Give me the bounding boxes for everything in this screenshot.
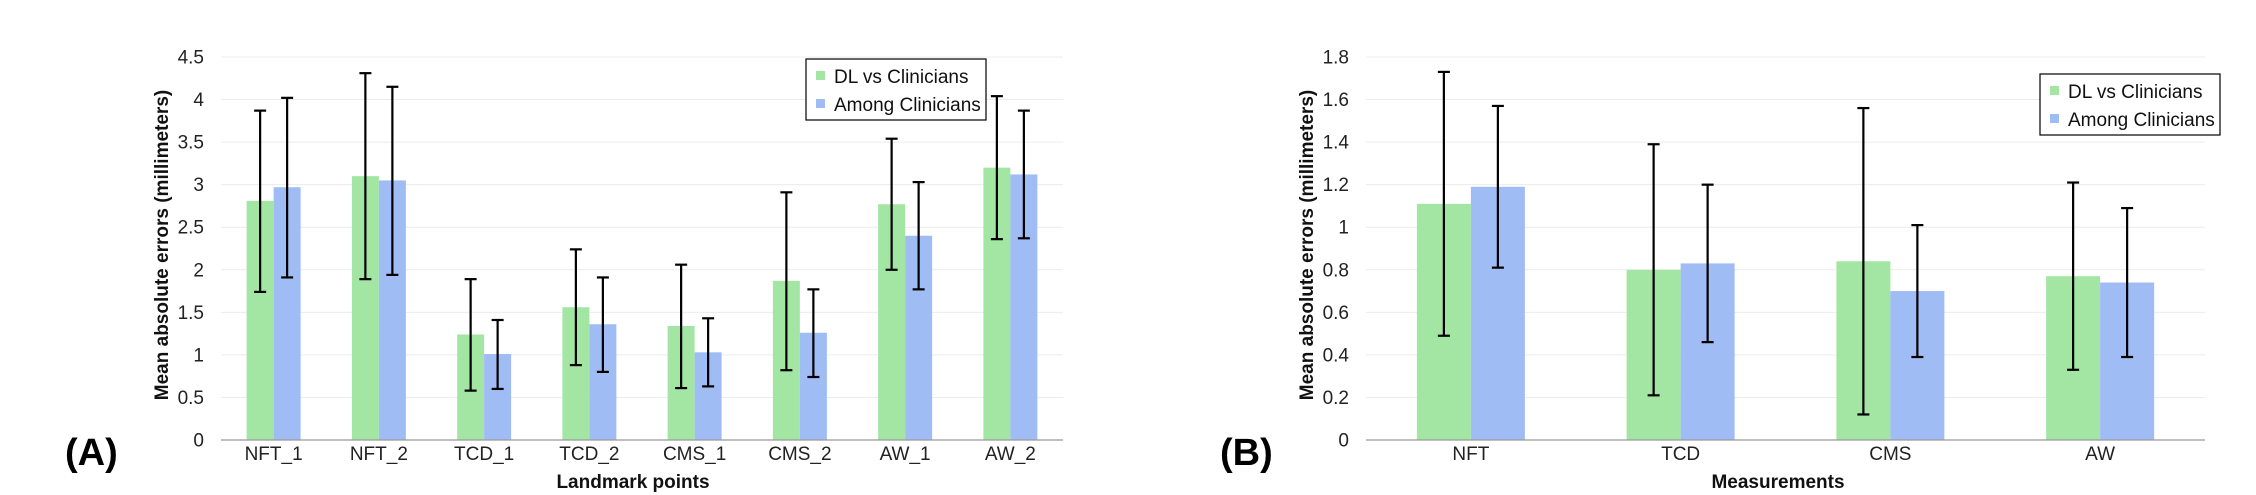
panel-b-y-tick-label: 0.4	[1323, 345, 1350, 366]
panel-a-error-bar-dl-aw_2	[990, 95, 1003, 241]
panel-b-error-bar-among-aw	[2121, 206, 2134, 359]
panel-b-y-tick-label: 1.8	[1323, 48, 1349, 69]
panel-a-y-tick-label: 1.5	[178, 303, 204, 324]
panel-b-x-tick-label: AW	[2085, 444, 2115, 465]
panel-a-error-bar-dl-nft_2	[359, 72, 372, 281]
panel-a-legend-swatch-among	[816, 99, 825, 108]
panel-a-x-tick-label: AW_2	[985, 444, 1036, 465]
panel-a-y-tick-label: 1	[193, 345, 204, 366]
panel-b-x-axis-title: Measurements	[1711, 472, 1844, 493]
panel-b-legend-label-among: Among Clinicians	[2068, 110, 2215, 131]
panel-b-error-bar-among-tcd	[1701, 183, 1714, 344]
panel-a-error-bar-among-tcd_2	[596, 276, 609, 374]
panel-a-x-tick-label: AW_1	[880, 444, 931, 465]
panel-b-legend-box	[2039, 73, 2221, 136]
panel-a-error-bar-dl-aw_1	[885, 137, 898, 271]
panel-b-y-tick-label: 1.4	[1323, 133, 1350, 154]
panel-a-y-tick-label: 4.5	[178, 48, 204, 69]
panel-a-x-tick-label: CMS_1	[663, 444, 726, 465]
panel-a-error-bar-dl-tcd_2	[569, 248, 582, 367]
panel-b-error-bar-dl-aw	[2067, 181, 2080, 371]
panel-a-y-tick-label: 3.5	[178, 133, 204, 154]
panel-a-error-bar-among-tcd_1	[491, 318, 504, 391]
panel-a-error-bar-among-nft_1	[281, 96, 294, 279]
panel-b-error-bar-among-nft	[1491, 104, 1504, 269]
panel-a-chart: (A) Landmark points Mean absolute errors…	[65, 48, 1063, 493]
panel-a-y-tick-label: 2	[193, 260, 204, 281]
panel-b-error-bar-among-cms	[1911, 223, 1924, 359]
panel-b-y-axis-title: Mean absolute errors (millimeters)	[1297, 90, 1318, 400]
panel-a-legend-box	[805, 58, 987, 121]
panel-b-legend-label-dl: DL vs Clinicians	[2068, 82, 2202, 103]
panel-a-error-bar-dl-cms_1	[675, 263, 688, 390]
panel-b-x-tick-label: CMS	[1869, 444, 1911, 465]
panel-a-legend-swatch-dl	[816, 71, 825, 80]
panel-a-x-tick-label: CMS_2	[768, 444, 831, 465]
panel-a-x-tick-label: TCD_1	[454, 444, 514, 465]
panel-b-y-tick-label: 0.6	[1323, 303, 1349, 324]
panel-b-y-tick-label: 1.6	[1323, 90, 1349, 111]
panel-a-error-bar-among-cms_1	[702, 317, 715, 388]
panel-a-legend: DL vs Clinicians Among Clinicians	[805, 58, 987, 121]
panel-b-y-tick-label: 1	[1338, 218, 1349, 239]
panel-b-error-bar-dl-nft	[1437, 70, 1450, 337]
panel-a-y-tick-label: 3	[193, 175, 204, 196]
panel-b-y-tick-label: 0.8	[1323, 260, 1349, 281]
panel-a-y-axis-title: Mean absolute errors (millimeters)	[152, 90, 173, 400]
panel-b-x-tick-label: TCD	[1661, 444, 1700, 465]
panel-b-legend-swatch-dl	[2050, 86, 2059, 95]
panel-b-label: (B)	[1220, 432, 1273, 474]
panel-b-error-bar-dl-tcd	[1647, 143, 1660, 397]
panel-a-y-tick-label: 0	[193, 431, 204, 452]
panel-a-error-bar-dl-tcd_1	[464, 278, 477, 392]
panel-a-label: (A)	[65, 432, 118, 474]
panel-b-legend-swatch-among	[2050, 114, 2059, 123]
panel-b-y-tick-label: 0.2	[1323, 388, 1349, 409]
panel-a-error-bar-among-aw_1	[912, 181, 925, 291]
panel-a-error-bar-among-cms_2	[807, 288, 820, 379]
panel-a-x-tick-label: TCD_2	[559, 444, 619, 465]
panel-a-error-bar-among-nft_2	[386, 85, 399, 276]
panel-a-x-axis-title: Landmark points	[556, 472, 709, 493]
panel-a-legend-label-dl: DL vs Clinicians	[834, 67, 968, 88]
panel-a-y-tick-label: 2.5	[178, 218, 204, 239]
panel-a-error-bar-among-aw_2	[1017, 109, 1030, 240]
panel-b-x-tick-label: NFT	[1452, 444, 1489, 465]
panel-a-legend-label-among: Among Clinicians	[834, 95, 981, 116]
panel-a-error-bar-dl-cms_2	[780, 191, 793, 372]
panel-b-y-tick-label: 0	[1338, 431, 1349, 452]
panel-b-y-tick-label: 1.2	[1323, 175, 1349, 196]
panel-a-x-tick-label: NFT_2	[350, 444, 408, 465]
panel-a-error-bar-dl-nft_1	[254, 109, 267, 294]
panel-b-error-bar-dl-cms	[1857, 106, 1870, 416]
panel-a-y-tick-label: 4	[193, 90, 204, 111]
panel-a-y-tick-label: 0.5	[178, 388, 204, 409]
panel-b-legend: DL vs Clinicians Among Clinicians	[2039, 73, 2221, 136]
panel-a-x-tick-label: NFT_1	[245, 444, 303, 465]
panel-b-chart: (B) Measurements Mean absolute errors (m…	[1220, 48, 2221, 493]
